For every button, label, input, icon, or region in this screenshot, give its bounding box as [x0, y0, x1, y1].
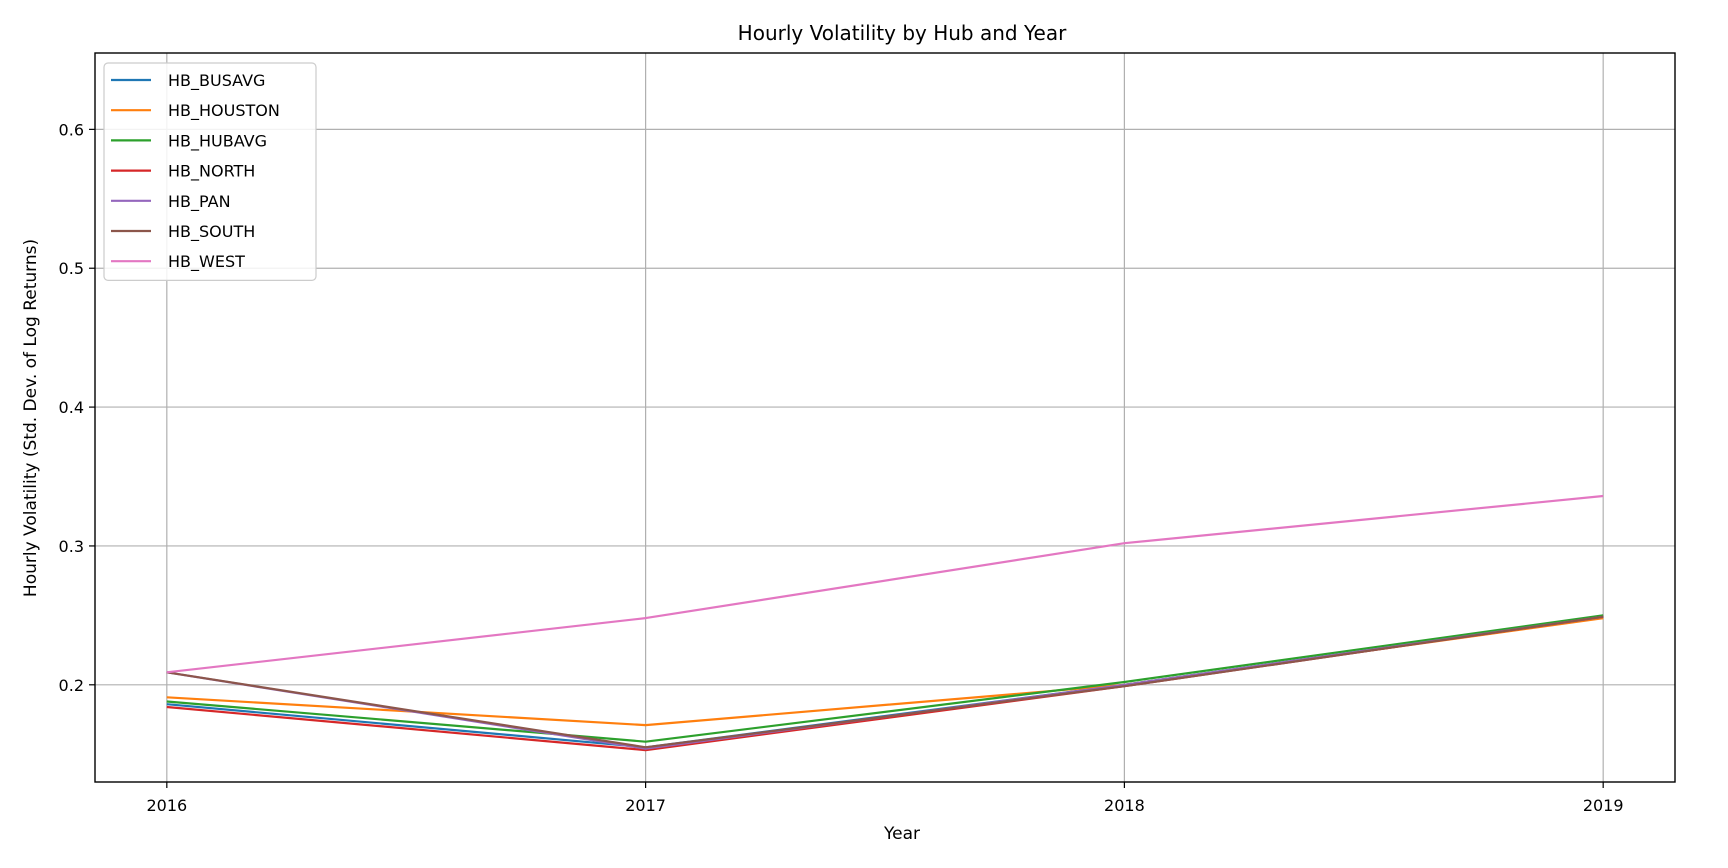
series-lines: [166, 494, 1604, 752]
y-axis-label: Hourly Volatility (Std. Dev. of Log Retu…: [21, 239, 41, 597]
series-line-hb-west: [166, 494, 1604, 674]
legend-label: HB_HUBAVG: [168, 131, 267, 151]
legend-label: HB_WEST: [168, 252, 245, 272]
x-tick-label: 2017: [625, 796, 666, 815]
legend-box: [103, 62, 317, 281]
series-line-hb-pan: [166, 615, 1604, 750]
x-axis-label: Year: [883, 824, 920, 844]
chart-title: Hourly Volatility by Hub and Year: [738, 21, 1067, 45]
x-tick-label: 2019: [1583, 796, 1624, 815]
legend-label: HB_HOUSTON: [168, 101, 280, 121]
y-tick-label: 0.2: [59, 676, 84, 695]
series-line-hb-north: [166, 615, 1604, 752]
series-line-hb-hubavg: [166, 614, 1604, 743]
x-axis-ticks: 2016 2017 2018 2019: [146, 782, 1624, 815]
legend-label: HB_PAN: [168, 192, 231, 212]
y-tick-label: 0.4: [59, 398, 84, 417]
x-tick-label: 2016: [146, 796, 187, 815]
legend-label: HB_BUSAVG: [168, 71, 265, 91]
legend-label: HB_NORTH: [168, 162, 255, 182]
y-tick-label: 0.6: [59, 120, 84, 139]
x-tick-label: 2018: [1104, 796, 1145, 815]
y-axis-ticks: 0.2 0.3 0.4 0.5 0.6: [59, 120, 95, 695]
y-tick-label: 0.5: [59, 259, 84, 278]
legend: HB_BUSAVG HB_HOUSTON HB_HUBAVG HB_NORTH HB_P…: [103, 62, 317, 281]
plot-frame: [94, 52, 1676, 783]
legend-label: HB_SOUTH: [168, 222, 255, 242]
y-tick-label: 0.3: [59, 537, 84, 556]
series-line-hb-south: [166, 615, 1604, 749]
grid: [95, 53, 1675, 782]
series-line-hb-busavg: [166, 615, 1604, 749]
series-line-hb-houston: [166, 617, 1604, 727]
